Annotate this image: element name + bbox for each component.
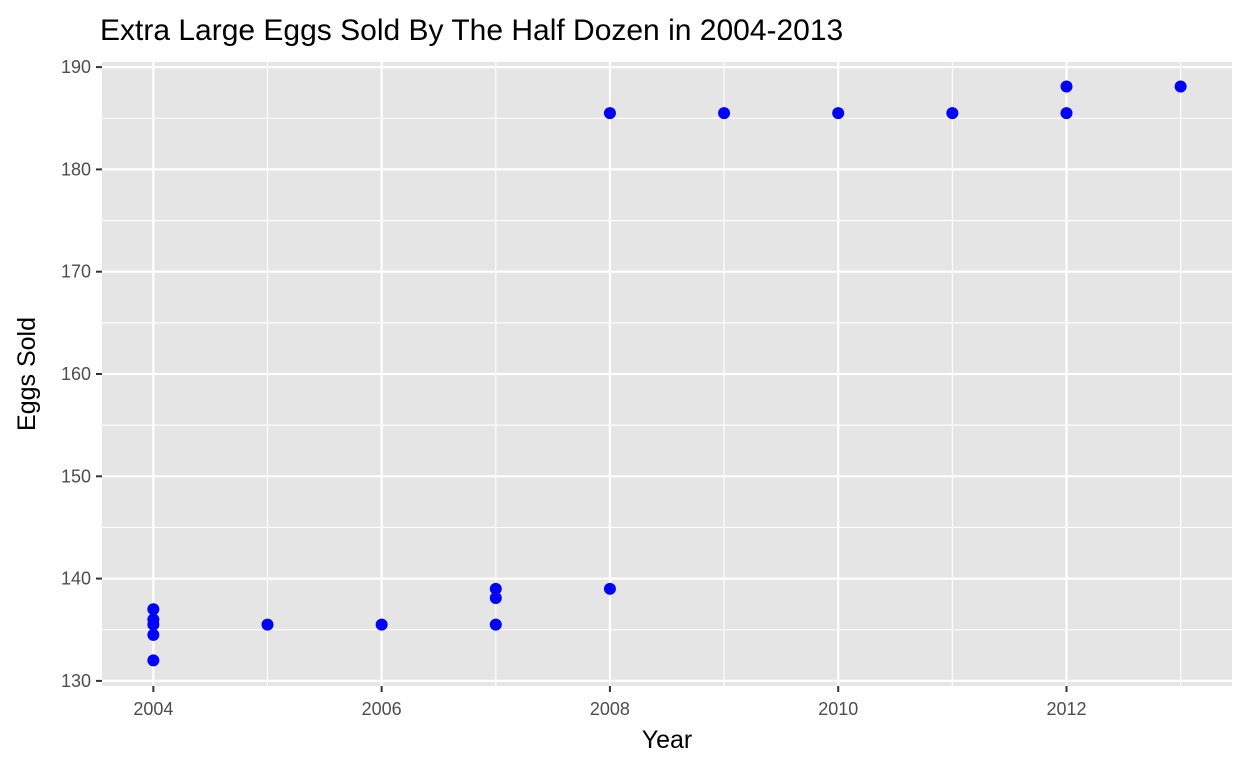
data-point xyxy=(718,107,731,120)
x-tick-label: 2006 xyxy=(362,699,402,719)
x-tick-label: 2010 xyxy=(818,699,858,719)
data-point xyxy=(603,582,616,595)
y-tick-label: 150 xyxy=(61,466,91,486)
y-tick-label: 140 xyxy=(61,569,91,589)
y-tick-label: 130 xyxy=(61,671,91,691)
data-point xyxy=(603,107,616,120)
x-tick-label: 2008 xyxy=(590,699,630,719)
x-tick-label: 2004 xyxy=(133,699,173,719)
data-point xyxy=(147,603,160,616)
y-tick-label: 190 xyxy=(61,57,91,77)
y-axis: 130 140 150 160 170 180 190 xyxy=(61,57,102,691)
data-point xyxy=(375,618,388,631)
data-points xyxy=(147,80,1187,667)
chart-title: Extra Large Eggs Sold By The Half Dozen … xyxy=(100,14,843,47)
data-point xyxy=(1174,80,1187,93)
x-axis-title: Year xyxy=(642,726,693,754)
y-tick-label: 160 xyxy=(61,364,91,384)
data-point xyxy=(489,582,502,595)
data-point xyxy=(147,654,160,667)
data-point xyxy=(147,618,160,631)
y-tick-label: 180 xyxy=(61,159,91,179)
y-axis-title: Eggs Sold xyxy=(13,317,41,431)
x-axis: 2004 2006 2008 2010 2012 xyxy=(133,686,1087,719)
data-point xyxy=(489,592,502,605)
data-point xyxy=(489,618,502,631)
data-point xyxy=(946,107,959,120)
x-tick-label: 2012 xyxy=(1046,699,1086,719)
data-point xyxy=(1060,107,1073,120)
data-point xyxy=(261,618,274,631)
y-tick-label: 170 xyxy=(61,262,91,282)
data-point xyxy=(1060,80,1073,93)
data-point xyxy=(832,107,845,120)
major-gridlines xyxy=(102,62,1232,686)
data-point xyxy=(147,628,160,641)
